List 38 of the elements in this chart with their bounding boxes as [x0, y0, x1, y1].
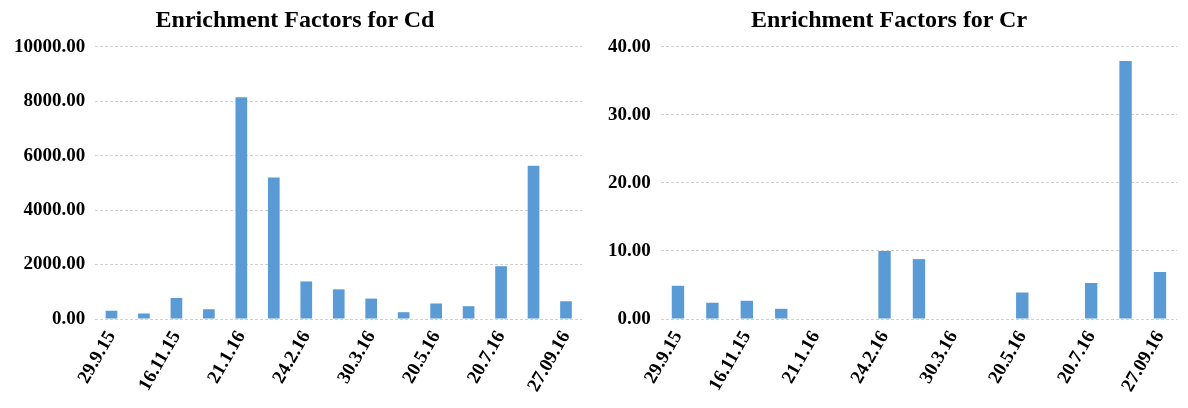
bar	[1153, 272, 1167, 319]
bar	[462, 306, 475, 319]
bar	[105, 310, 118, 319]
bar	[560, 301, 572, 319]
y-tick-label: 0.00	[617, 306, 651, 328]
bar	[235, 97, 248, 319]
chart-title: Enrichment Factors for Cd	[155, 5, 436, 32]
bar	[203, 309, 215, 319]
y-tick-label: 8000.00	[23, 89, 86, 111]
bar	[138, 313, 150, 319]
bar	[332, 289, 345, 319]
bar	[775, 308, 788, 319]
y-tick-label: 40.00	[608, 34, 651, 56]
bar	[267, 177, 280, 319]
y-tick-label: 0.00	[52, 306, 86, 328]
bar	[170, 298, 183, 319]
chart-title: Enrichment Factors for Cr	[750, 5, 1028, 32]
bar	[300, 281, 313, 319]
bar	[365, 298, 378, 319]
bar	[912, 259, 926, 319]
bar	[1084, 282, 1098, 319]
y-tick-label: 2000.00	[23, 252, 86, 274]
bar	[671, 285, 685, 319]
bar	[878, 250, 891, 319]
bar	[527, 165, 540, 319]
y-tick-label: 10000.00	[14, 34, 86, 56]
bar	[1016, 292, 1029, 319]
y-tick-label: 4000.00	[23, 198, 86, 220]
y-tick-label: 6000.00	[23, 143, 86, 165]
bar	[495, 266, 507, 319]
y-tick-label: 10.00	[608, 238, 651, 260]
y-tick-label: 20.00	[608, 170, 651, 192]
bar	[430, 303, 442, 319]
y-tick-label: 30.00	[608, 102, 651, 124]
bar	[1119, 61, 1132, 319]
bar	[740, 300, 754, 319]
bar	[706, 302, 719, 319]
bar	[397, 312, 410, 319]
